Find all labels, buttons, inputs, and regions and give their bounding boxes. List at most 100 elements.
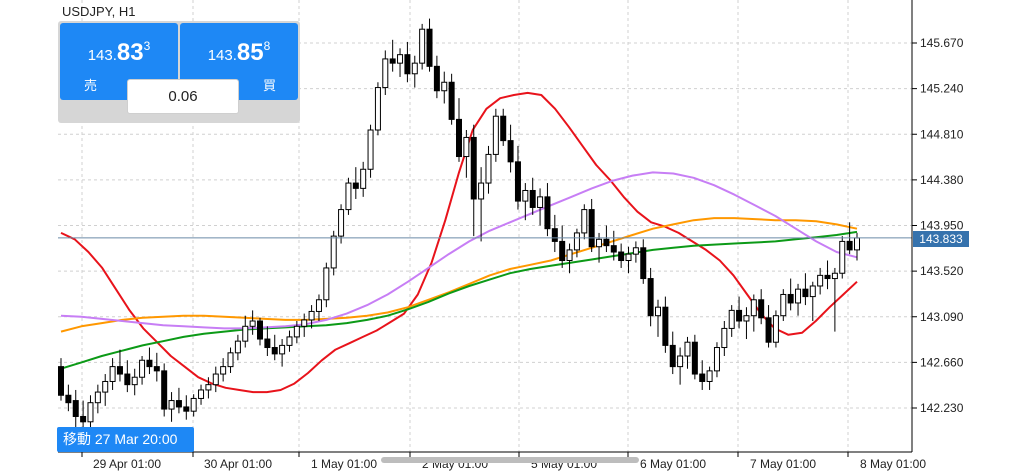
candle-bullish [772, 315, 779, 343]
candle-bullish [109, 366, 116, 382]
candle-bearish [529, 189, 536, 208]
candle-bullish [441, 81, 448, 92]
candle-bullish [315, 299, 322, 312]
candle-bullish [581, 209, 588, 234]
candle-bullish [831, 272, 838, 280]
y-tick-label: 145.240 [920, 82, 964, 96]
candle-bullish [249, 320, 256, 327]
candle-bullish [485, 153, 492, 184]
y-tick-label: 143.090 [920, 310, 964, 324]
grid [58, 0, 912, 452]
buy-price: 143.858 [180, 39, 298, 67]
crosshair-time-badge: 移動 27 Mar 20:00 [57, 427, 194, 452]
candle-bullish [279, 344, 286, 355]
buy-price-prefix: 143. [207, 47, 237, 64]
candle-bearish [610, 245, 617, 253]
candle-bearish [183, 406, 190, 412]
buy-price-fraction: 8 [263, 39, 271, 53]
x-tick-label: 6 May 01:00 [640, 457, 706, 471]
candle-bearish [264, 338, 271, 349]
candle-bearish [271, 347, 278, 355]
candle-bearish [426, 28, 433, 67]
sell-price: 143.833 [60, 39, 178, 67]
candle-bullish [537, 196, 544, 208]
candle-bullish [492, 115, 499, 155]
candle-bullish [360, 168, 367, 189]
candle-bullish [220, 366, 227, 375]
candle-bullish [242, 325, 249, 342]
candle-bullish [411, 62, 418, 75]
candle-bullish [131, 376, 138, 386]
candle-bearish [640, 247, 647, 280]
candle-bullish [139, 359, 146, 378]
x-tick-label: 7 May 01:00 [750, 457, 816, 471]
candle-bearish [352, 182, 359, 189]
candle-bearish [846, 240, 853, 251]
moving-average-lines [60, 91, 858, 394]
candle-bullish [102, 380, 109, 393]
candle-bullish [419, 28, 426, 64]
volume-input[interactable]: 0.06 [127, 79, 239, 114]
candle-bullish [94, 391, 101, 404]
sell-label: 売 [84, 78, 98, 93]
y-tick-label: 142.660 [920, 355, 964, 369]
candle-bearish [662, 306, 669, 346]
y-tick-label: 143.950 [920, 219, 964, 233]
candle-bullish [839, 240, 846, 274]
candle-bullish [168, 400, 175, 410]
candle-bullish [234, 340, 241, 354]
candle-bearish [146, 359, 153, 368]
candle-bearish [736, 309, 743, 322]
y-tick-label: 144.810 [920, 127, 964, 141]
sell-price-fraction: 3 [143, 39, 151, 53]
candle-bullish [780, 293, 787, 317]
buy-button[interactable]: 143.858 買 [180, 23, 298, 100]
candle-bullish [655, 306, 661, 317]
symbol-label: USDJPY, H1 [62, 4, 136, 19]
candle-bearish [588, 209, 595, 248]
current-price-badge: 143.833 [913, 231, 969, 247]
candle-bullish [566, 249, 573, 262]
candle-bearish [691, 341, 698, 375]
y-tick-label: 144.380 [920, 173, 964, 187]
candle-bullish [212, 373, 219, 386]
candle-bullish [596, 238, 603, 248]
candle-bullish [854, 237, 860, 251]
moving-average-line [60, 230, 858, 370]
candle-bearish [699, 373, 706, 382]
candle-bullish [728, 309, 735, 329]
candle-bearish [500, 115, 507, 142]
candle-bearish [72, 400, 79, 417]
candle-bearish [124, 373, 131, 386]
candle-bullish [293, 325, 300, 338]
candlesticks [58, 18, 860, 428]
candle-bullish [374, 87, 381, 131]
x-tick-label: 8 May 01:00 [860, 457, 926, 471]
candle-bearish [116, 366, 123, 375]
candle-bullish [338, 209, 345, 237]
candle-bullish [367, 129, 374, 170]
candle-bullish [463, 136, 470, 158]
candle-bullish [205, 384, 212, 391]
candle-bullish [795, 288, 802, 304]
moving-average-line [60, 91, 858, 394]
candle-bullish [632, 247, 639, 255]
candle-bullish [345, 182, 352, 211]
candle-bearish [65, 394, 72, 404]
candle-bearish [802, 288, 809, 298]
candle-bullish [227, 352, 234, 368]
candle-bearish [257, 320, 263, 340]
candle-bearish [58, 366, 64, 396]
horizontal-scrollbar[interactable] [381, 457, 639, 463]
candle-bearish [448, 81, 455, 120]
candle-bullish [809, 285, 816, 298]
candle-bearish [559, 240, 566, 262]
candle-bullish [684, 341, 691, 357]
candle-bullish [625, 253, 632, 262]
candle-bearish [618, 251, 625, 262]
y-tick-label: 143.520 [920, 264, 964, 278]
candle-bullish [198, 389, 205, 399]
x-tick-label: 1 May 01:00 [311, 457, 377, 471]
